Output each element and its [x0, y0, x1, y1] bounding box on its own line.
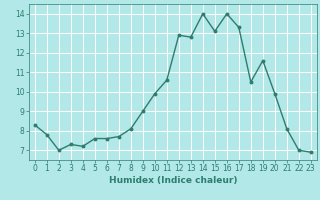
- X-axis label: Humidex (Indice chaleur): Humidex (Indice chaleur): [108, 176, 237, 185]
